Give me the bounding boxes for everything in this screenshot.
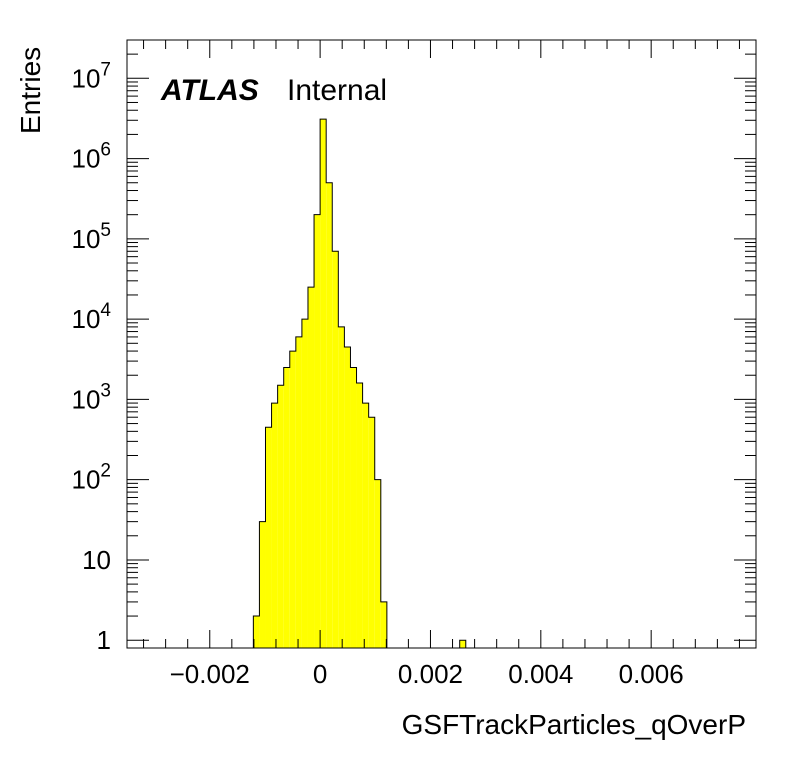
histogram-bin-7 [295,336,302,648]
histogram-bin-22 [459,640,466,648]
histogram-bin-5 [283,367,290,648]
histogram-bin-0 [253,616,260,648]
histogram-bin-10 [314,214,321,648]
x-tick-label: 0 [313,659,327,689]
histogram-bin-9 [307,287,315,648]
histogram-bin-12 [326,182,333,648]
histogram-bars [252,118,467,648]
y-tick-label: 10 [82,545,111,575]
x-axis-title: GSFTrackParticles_qOverP [402,709,746,740]
histogram-bin-16 [350,367,357,648]
histogram-outline [252,118,467,648]
y-axis-ticks [127,39,756,641]
x-tick-label: 0.002 [398,659,463,689]
y-tick-label: 106 [72,140,112,174]
y-tick-label: 104 [72,300,112,334]
histogram-bin-14 [338,326,345,648]
histogram-bin-6 [289,351,296,648]
atlas-label: ATLAS [160,74,259,107]
histogram-bin-17 [356,383,363,648]
histogram-bin-11 [320,119,327,648]
x-axis-ticks [143,40,740,648]
histogram-bin-8 [301,319,308,648]
histogram-bin-4 [277,385,284,648]
x-tick-label: 0.006 [619,659,684,689]
y-tick-label: 102 [72,461,112,495]
histogram-bin-19 [368,417,375,648]
histogram-bin-20 [374,479,381,648]
x-tick-label: 0.004 [508,659,573,689]
histogram-bin-3 [271,403,278,648]
x-axis-tick-labels: −0.002 0 0.002 0.004 0.006 [170,659,684,689]
plot-frame [126,39,757,649]
internal-label: Internal [287,74,387,107]
histogram-bin-21 [380,601,387,648]
y-tick-label: 1 [97,625,111,655]
y-axis-title: Entries [15,47,46,134]
y-tick-label: 105 [72,220,112,254]
y-tick-label: 103 [72,380,112,414]
histogram-bin-15 [344,346,351,648]
histogram-bin-18 [362,403,369,648]
histogram-bin-2 [265,427,272,648]
histogram-bin-13 [332,251,339,648]
y-axis-tick-labels: 1 10 102 103 104 105 106 107 [72,59,112,655]
histogram-bin-1 [259,521,266,648]
y-tick-label: 107 [72,59,112,93]
x-tick-label: −0.002 [170,659,250,689]
